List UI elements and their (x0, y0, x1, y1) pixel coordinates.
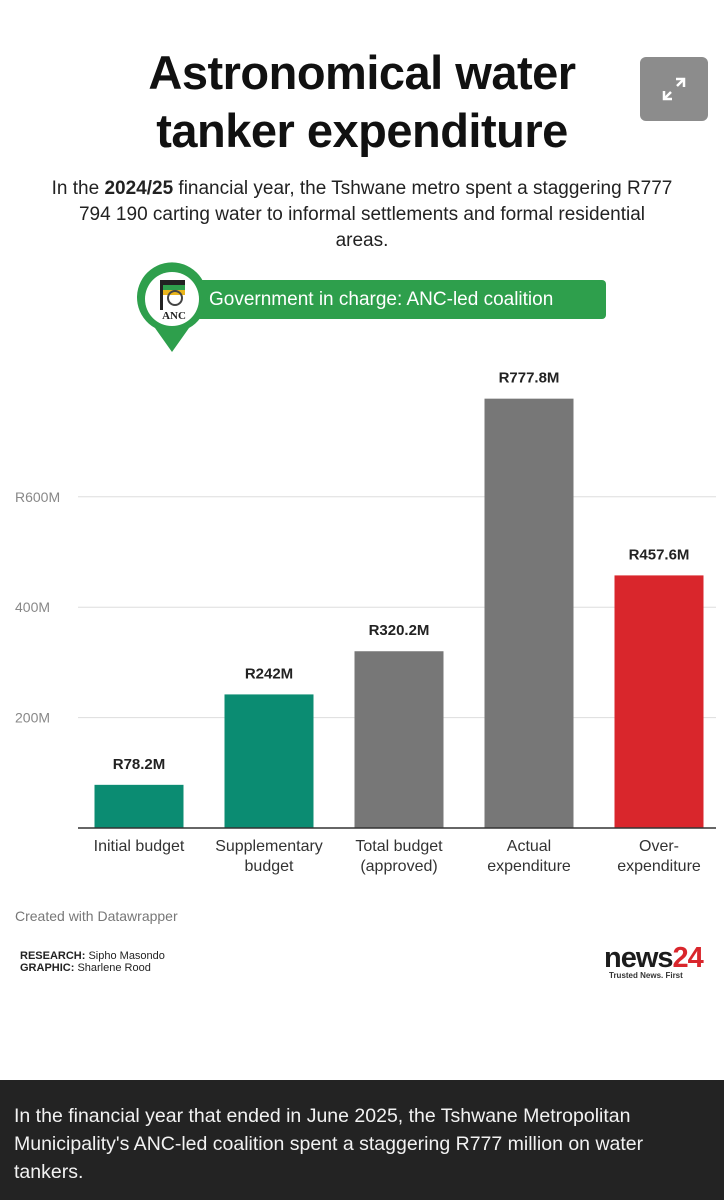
x-tick-label: expenditure (617, 858, 701, 875)
expand-arrows-icon (662, 77, 686, 101)
chart-title: Astronomical water tanker expenditure (0, 44, 724, 160)
bar-value-label: R320.2M (369, 622, 430, 639)
bar-chart: 200M 400M R600M R78.2M Initial budget R242M Su… (15, 370, 716, 875)
credits-block: RESEARCH: Sipho Masondo GRAPHIC: Sharlen… (20, 950, 165, 974)
subtitle-part1: In the (51, 178, 105, 199)
y-tick-label: 400M (15, 599, 50, 615)
subtitle-part2: financial year, the Tshwane metro spent … (78, 178, 673, 251)
graphic-label: GRAPHIC: (20, 962, 75, 974)
party-logo-text: ANC (162, 310, 186, 322)
image-caption: In the financial year that ended in June… (0, 1080, 724, 1200)
x-tick-label: Over- (639, 838, 679, 855)
bar-value-label: R777.8M (499, 370, 560, 387)
government-label-text: Government in charge: ANC-led coalition (209, 289, 554, 310)
x-tick-label: Total budget (355, 838, 443, 855)
x-tick-label: Actual (507, 838, 551, 855)
bar-value-label: R242M (245, 665, 293, 682)
expand-button[interactable] (640, 57, 708, 121)
bar (614, 575, 704, 828)
bar (224, 694, 314, 828)
x-tick-label: Initial budget (94, 838, 185, 855)
subtitle-bold: 2024/25 (104, 178, 174, 199)
bar (354, 651, 444, 828)
logo-word: news (604, 942, 674, 974)
x-tick-label: budget (245, 858, 294, 875)
bar (94, 784, 184, 828)
x-tick-label: expenditure (487, 858, 571, 875)
anc-logo-pin-icon: ANC (137, 262, 207, 352)
bar-value-label: R457.6M (629, 546, 690, 563)
logo-number: 24 (672, 942, 704, 974)
y-tick-label: R600M (15, 489, 60, 505)
logo-tagline: Trusted News. First (609, 971, 683, 980)
bar-value-label: R78.2M (113, 756, 166, 773)
research-credit: RESEARCH: Sipho Masondo (20, 950, 165, 962)
research-name: Sipho Masondo (85, 950, 165, 962)
news24-logo: news24 Trusted News. First (604, 943, 714, 980)
graphic-credit: GRAPHIC: Sharlene Rood (20, 962, 165, 974)
graphic-name: Sharlene Rood (74, 962, 151, 974)
x-tick-label: (approved) (360, 858, 437, 875)
x-tick-label: Supplementary (215, 838, 323, 855)
subtitle: In the 2024/25 financial year, the Tshwa… (50, 176, 674, 254)
research-label: RESEARCH: (20, 950, 86, 962)
y-tick-label: 200M (15, 710, 50, 726)
bar (484, 398, 574, 828)
government-label: Government in charge: ANC-led coalition (197, 280, 606, 319)
title-line-1: Astronomical water (148, 46, 576, 99)
title-line-2: tanker expenditure (156, 104, 568, 157)
logo-wordmark: news24 (604, 943, 714, 973)
datawrapper-credit: Created with Datawrapper (15, 908, 178, 924)
